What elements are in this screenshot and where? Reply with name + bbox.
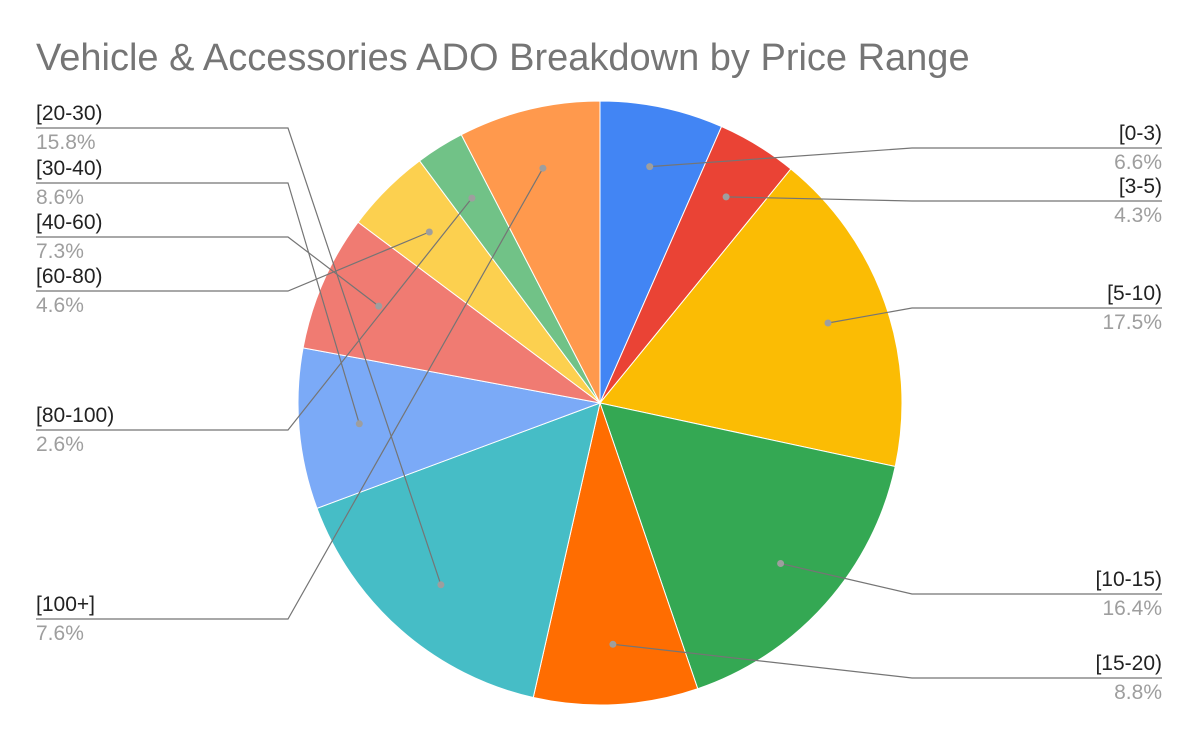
- leader-line-40-60: [36, 236, 380, 307]
- slice-label-80-100: [80-100): [36, 404, 114, 427]
- leader-dot-0-3: [646, 163, 654, 171]
- leader-dot-100: [539, 164, 547, 172]
- leader-dot-60-80: [425, 228, 433, 236]
- pie-slice-0-3[interactable]: [599, 100, 723, 404]
- slice-percent-0-3: 6.6%: [1114, 151, 1162, 174]
- slice-label-10-15: [10-15): [1095, 568, 1162, 591]
- pie-slice-100[interactable]: [460, 100, 601, 404]
- leader-dot-20-30: [437, 581, 445, 589]
- slice-percent-100: 7.6%: [36, 622, 84, 645]
- slice-label-60-80: [60-80): [36, 265, 103, 288]
- slice-label-100: [100+]: [36, 593, 95, 616]
- slice-label-20-30: [20-30): [36, 102, 103, 125]
- slice-percent-3-5: 4.3%: [1114, 204, 1162, 227]
- slice-label-30-40: [30-40): [36, 157, 103, 180]
- slice-percent-10-15: 16.4%: [1102, 597, 1162, 620]
- slice-percent-40-60: 7.3%: [36, 240, 84, 263]
- pie-slice-5-10[interactable]: [599, 168, 903, 468]
- leader-line-5-10: [827, 307, 1162, 324]
- slice-percent-30-40: 8.6%: [36, 186, 84, 209]
- leader-line-10-15: [780, 562, 1162, 595]
- leader-dot-80-100: [468, 194, 476, 202]
- leader-line-30-40: [36, 182, 360, 424]
- leader-dot-5-10: [824, 319, 832, 327]
- slice-percent-80-100: 2.6%: [36, 433, 84, 456]
- leader-line-20-30: [36, 127, 442, 585]
- leader-line-3-5: [726, 196, 1162, 202]
- leader-line-80-100: [36, 197, 473, 431]
- leader-dot-10-15: [777, 560, 785, 567]
- leader-dot-40-60: [375, 302, 383, 310]
- leader-dot-15-20: [609, 640, 617, 648]
- pie-slice-40-60[interactable]: [302, 221, 601, 404]
- slice-percent-5-10: 17.5%: [1102, 311, 1162, 334]
- leader-line-60-80: [36, 231, 430, 292]
- slice-label-5-10: [5-10): [1107, 282, 1162, 305]
- slice-percent-15-20: 8.8%: [1114, 681, 1162, 704]
- leader-dot-3-5: [722, 193, 730, 201]
- slice-labels: [0-3) 6.6%[3-5) 4.3% [5-10) 17.5% [10-15) 16.4…: [36, 102, 1162, 704]
- leader-lines: [36, 127, 1162, 679]
- leader-line-15-20: [612, 643, 1162, 679]
- pie-slice-15-20[interactable]: [532, 401, 699, 706]
- slice-label-3-5: [3-5): [1119, 175, 1162, 198]
- leader-line-0-3: [649, 147, 1162, 168]
- chart-title: Vehicle & Accessories ADO Breakdown by P…: [36, 37, 970, 79]
- pie-slices: [297, 100, 903, 706]
- slice-percent-60-80: 4.6%: [36, 294, 84, 317]
- leader-dot-30-40: [355, 420, 363, 428]
- slice-label-15-20: [15-20): [1095, 652, 1162, 675]
- pie-slice-20-30[interactable]: [316, 402, 601, 699]
- slice-percent-20-30: 15.8%: [36, 131, 96, 154]
- leader-line-100: [36, 167, 544, 620]
- slice-label-0-3: [0-3): [1119, 122, 1162, 145]
- slice-label-40-60: [40-60): [36, 211, 103, 234]
